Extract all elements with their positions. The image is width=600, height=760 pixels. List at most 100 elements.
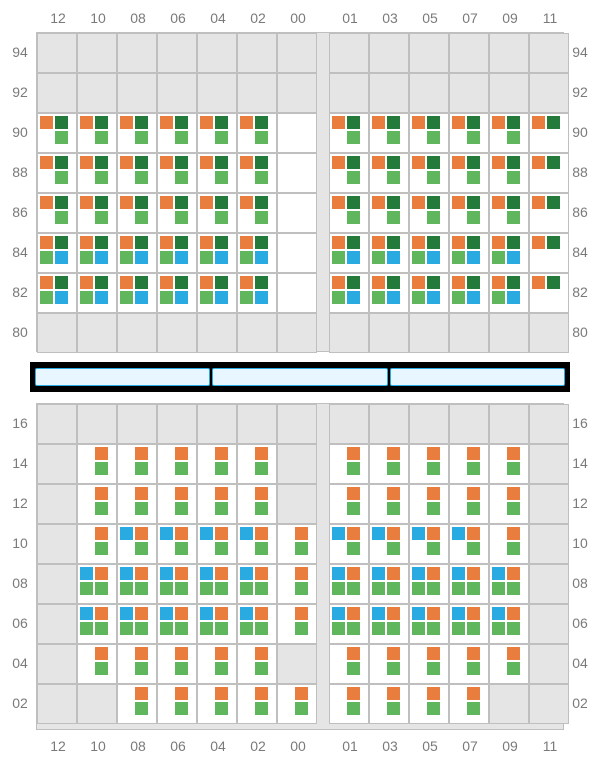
rack-cell [489, 484, 529, 524]
slot-glyph [215, 622, 228, 635]
slot-glyph [135, 542, 148, 555]
slot-glyph [240, 251, 253, 264]
slot-glyph [532, 276, 545, 289]
slot-glyph [507, 116, 520, 129]
slot-glyph [215, 236, 228, 249]
rack-cell [277, 404, 317, 444]
rack-cell [529, 113, 569, 153]
axis-label: 92 [6, 72, 34, 112]
slot-glyph [255, 116, 268, 129]
rack-cell [409, 524, 449, 564]
slot-glyph [200, 622, 213, 635]
slot-glyph [452, 116, 465, 129]
rack-cell [329, 644, 369, 684]
axis-label: 10 [6, 523, 34, 563]
rack-cell [489, 604, 529, 644]
rack-cell [489, 153, 529, 193]
slot-glyph [135, 251, 148, 264]
axis-label: 06 [158, 10, 198, 26]
axis-label: 10 [78, 10, 118, 26]
rack-cell [117, 273, 157, 313]
rack-cell [489, 644, 529, 684]
rack-cell [237, 684, 277, 724]
slot-glyph [507, 211, 520, 224]
rack-cell [369, 604, 409, 644]
slot-glyph [135, 687, 148, 700]
slot-glyph [175, 276, 188, 289]
slot-glyph [135, 196, 148, 209]
rack-cell [329, 193, 369, 233]
axis-label: 02 [238, 738, 278, 754]
slot-glyph [255, 607, 268, 620]
rack-cell [37, 444, 77, 484]
slot-glyph [507, 462, 520, 475]
slot-glyph [467, 527, 480, 540]
rack-cell [529, 153, 569, 193]
slot-glyph [255, 502, 268, 515]
slot-glyph [467, 702, 480, 715]
rack-cell [157, 193, 197, 233]
rack-cell [489, 273, 529, 313]
slot-glyph [412, 567, 425, 580]
slot-glyph [492, 291, 505, 304]
slot-glyph [240, 607, 253, 620]
slot-glyph [175, 647, 188, 660]
slot-glyph [412, 251, 425, 264]
rack-cell [157, 273, 197, 313]
slot-glyph [372, 567, 385, 580]
slot-glyph [135, 276, 148, 289]
slot-glyph [387, 527, 400, 540]
rack-cell [77, 273, 117, 313]
rack-cell [37, 233, 77, 273]
slot-glyph [120, 291, 133, 304]
slot-glyph [175, 251, 188, 264]
bottom-row-left: 1614121008060402 [6, 403, 34, 723]
rack-diagram-page: 12100806040200010305070911 9492908886848… [0, 0, 600, 760]
slot-glyph [255, 447, 268, 460]
rack-cell [449, 684, 489, 724]
slot-glyph [372, 276, 385, 289]
slot-glyph [387, 542, 400, 555]
slot-glyph [372, 251, 385, 264]
rack-cell [77, 444, 117, 484]
slot-glyph [507, 567, 520, 580]
rack-cell [277, 684, 317, 724]
slot-glyph [240, 156, 253, 169]
axis-label: 12 [6, 483, 34, 523]
rack-cell [277, 604, 317, 644]
axis-label: 94 [566, 32, 594, 72]
top-grid [37, 33, 569, 353]
slot-glyph [120, 527, 133, 540]
slot-glyph [412, 527, 425, 540]
rack-cell [237, 404, 277, 444]
slot-glyph [347, 687, 360, 700]
slot-glyph [467, 131, 480, 144]
rack-cell [369, 444, 409, 484]
rack-cell [449, 524, 489, 564]
slot-glyph [175, 662, 188, 675]
slot-glyph [135, 211, 148, 224]
axis-label: 16 [566, 403, 594, 443]
slot-glyph [120, 582, 133, 595]
slot-glyph [387, 662, 400, 675]
rack-cell [37, 33, 77, 73]
slot-glyph [55, 251, 68, 264]
slot-glyph [240, 291, 253, 304]
slot-glyph [255, 462, 268, 475]
slot-glyph [175, 542, 188, 555]
rack-cell [489, 73, 529, 113]
rack-cell [197, 313, 237, 353]
slot-glyph [40, 291, 53, 304]
slot-glyph [427, 527, 440, 540]
rack-cell [197, 524, 237, 564]
rack-cell [157, 233, 197, 273]
slot-glyph [387, 276, 400, 289]
rack-cell [237, 444, 277, 484]
slot-glyph [215, 487, 228, 500]
slot-glyph [255, 291, 268, 304]
slot-glyph [347, 116, 360, 129]
slot-glyph [387, 687, 400, 700]
slot-glyph [135, 462, 148, 475]
rack-cell [77, 484, 117, 524]
slot-glyph [332, 156, 345, 169]
